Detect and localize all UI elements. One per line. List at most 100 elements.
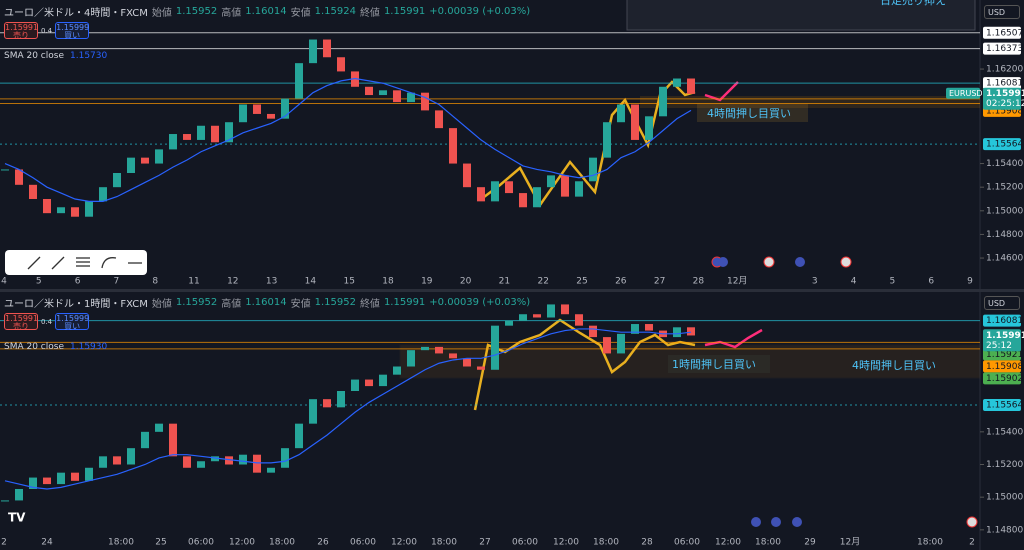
symbol-title: ユーロ／米ドル・4時間・FXCM (4, 8, 148, 19)
y-tick-label: 1.15400 (986, 159, 1023, 169)
toolbar-icons (27, 256, 142, 270)
ohlc-label: 高値 (221, 8, 242, 19)
candle (365, 86, 373, 96)
symbol-tag-label: EURUSD (949, 89, 983, 98)
price-tag-label: 1.15908 (986, 106, 1023, 116)
candle (449, 353, 457, 359)
buy-button[interactable]: 1.15999 買い (55, 22, 89, 40)
ohlc-label: 終値 (359, 299, 380, 310)
candle (673, 78, 681, 87)
x-tick-label: 18 (382, 277, 394, 287)
candle (505, 181, 513, 194)
candle (631, 324, 639, 334)
sell-button[interactable]: 1.15991 売り (4, 313, 38, 331)
candle (435, 110, 443, 129)
x-tick-label: 8 (152, 277, 158, 287)
currency-select[interactable]: USD (984, 296, 1020, 310)
symbol-tag (946, 87, 980, 99)
ohlc-value: 1.15991 (383, 6, 426, 17)
ohlc-value: 1.15991 (383, 297, 426, 308)
candle (463, 358, 471, 367)
price-tag-label: 1.16373 (986, 44, 1023, 54)
x-tick-label: 9 (967, 277, 973, 287)
candle (379, 374, 387, 387)
candle (589, 325, 597, 338)
annotation: 日足売り抑え (880, 0, 946, 7)
currency-select[interactable]: USD (984, 5, 1020, 19)
candle (575, 181, 583, 197)
candle (645, 116, 653, 140)
candle (1, 500, 9, 502)
sell-button[interactable]: 1.15991 売り (4, 22, 38, 40)
countdown: 25:12 (986, 341, 1012, 351)
chart-header: ユーロ／米ドル・4時間・FXCM 始値 1.15952 高値 1.16014 安値 1.15… (4, 4, 530, 19)
y-tick-label: 1.15200 (986, 183, 1023, 193)
candle (491, 325, 499, 370)
ohlc-label: 終値 (359, 8, 380, 19)
price-tag (983, 360, 1021, 373)
panel-divider (0, 289, 1024, 292)
price-tag (983, 372, 1021, 385)
candle (15, 169, 23, 185)
x-tick-label: 3 (812, 277, 818, 287)
buy-label: 買い (64, 31, 81, 40)
x-tick-label: 25 (155, 538, 166, 548)
candle (127, 448, 135, 465)
ohlc-value: 1.15952 (314, 297, 356, 308)
candle (169, 423, 177, 457)
drawing (704, 328, 763, 349)
candle (463, 163, 471, 188)
x-tick-label: 20 (460, 277, 472, 287)
price-tag (983, 138, 1021, 151)
x-tick-label: 15 (343, 277, 354, 287)
x-tick-label: 4 (1, 277, 7, 287)
candle (71, 207, 79, 217)
candle (309, 399, 317, 424)
x-tick-label: 12:00 (553, 538, 579, 548)
buy-label: 買い (64, 322, 81, 331)
y-tick-label: 1.14800 (986, 525, 1023, 535)
x-tick-label: 12 (227, 277, 238, 287)
sell-label: 売り (13, 322, 29, 331)
candle (519, 314, 527, 321)
price-tag-label: 1.15908 (986, 362, 1023, 372)
y-tick-label: 1.16200 (986, 65, 1023, 75)
candle (533, 314, 541, 318)
x-tick-label: 29 (804, 538, 816, 548)
candle (407, 350, 415, 367)
candle (281, 448, 289, 468)
x-tick-label: 2 (969, 538, 975, 548)
candle (267, 113, 275, 119)
candle (561, 304, 569, 315)
x-tick-label: 13 (266, 277, 277, 287)
candle (379, 90, 387, 96)
candle (267, 467, 275, 473)
price-tag-label: 1.16507 (986, 28, 1023, 38)
candle (575, 314, 583, 326)
x-tick-label: 18:00 (755, 538, 781, 548)
candle (57, 207, 65, 214)
y-tick-label: 1.15200 (986, 460, 1023, 470)
candle (183, 134, 191, 140)
price-tag-label: 1.15564 (986, 401, 1023, 411)
price-tag (983, 26, 1021, 39)
price-tag-label: 1.16081 (986, 79, 1023, 89)
candle (323, 399, 331, 408)
candle (141, 431, 149, 449)
x-tick-label: 2 (1, 538, 7, 548)
candle (393, 90, 401, 103)
candle (505, 320, 513, 326)
candle (29, 477, 37, 489)
buy-button[interactable]: 1.15999 買い (55, 313, 89, 331)
candle (645, 324, 653, 331)
candle (85, 467, 93, 481)
ohlc-value: 1.16014 (245, 6, 287, 17)
candle (57, 472, 65, 485)
change: +0.00039 (+0.03%) (429, 6, 531, 17)
annotation: 4時間押し目買い (852, 359, 936, 372)
x-tick-label: 06:00 (350, 538, 376, 548)
candle (113, 173, 121, 188)
x-tick-label: 18:00 (431, 538, 457, 548)
candle (99, 187, 107, 202)
candle (225, 122, 233, 143)
